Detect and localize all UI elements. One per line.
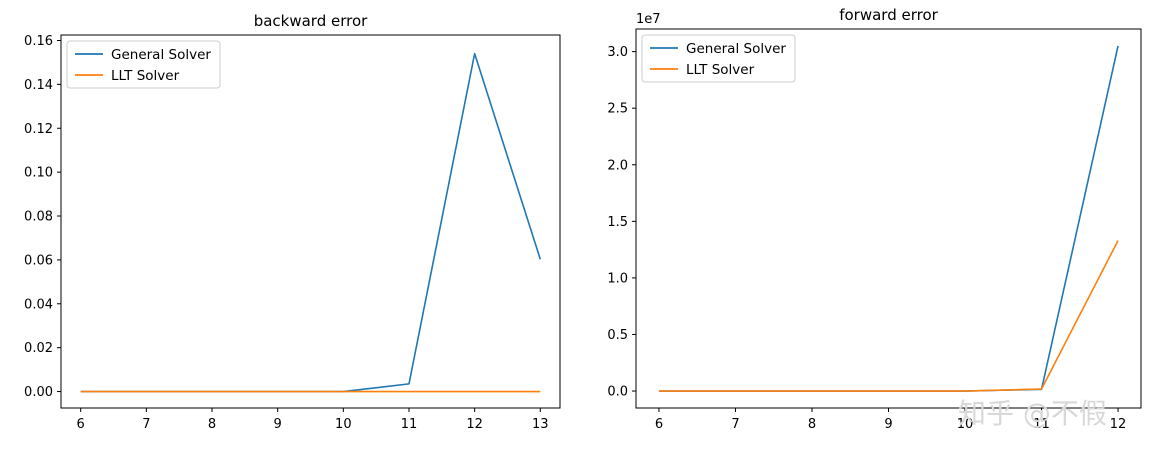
- y-tick-label: 0.04: [24, 297, 53, 312]
- y-tick-label: 3.0: [607, 45, 628, 60]
- legend-box: [641, 34, 796, 83]
- x-tick-label: 12: [1110, 417, 1127, 432]
- legend-label-0: General Solver: [686, 41, 786, 57]
- y-tick-label: 1.5: [607, 215, 628, 230]
- x-tick-label: 7: [142, 417, 150, 432]
- forward-error-chart: forward error 1e7 6 7 8 9 10 11 12 0.0 0.5 1.0 1.5 2.…: [607, 6, 1142, 432]
- legend-label-1: LLT Solver: [111, 68, 180, 84]
- y-tick-label: 0.14: [24, 78, 53, 93]
- y-tick-label: 0.5: [607, 328, 628, 343]
- y-tick-label: 2.5: [607, 102, 628, 117]
- x-tick-label: 6: [655, 417, 663, 432]
- legend-label-0: General Solver: [111, 47, 211, 63]
- y-tick-label: 0.06: [24, 253, 53, 268]
- chart-title: forward error: [839, 6, 938, 24]
- y-tick-label: 2.0: [607, 158, 628, 173]
- legend-label-1: LLT Solver: [686, 62, 755, 78]
- x-tick-label: 8: [808, 417, 816, 432]
- y-tick-label: 0.12: [24, 122, 53, 137]
- y-tick-label: 1.0: [607, 271, 628, 286]
- x-tick-label: 6: [77, 417, 85, 432]
- legend-box: [66, 40, 221, 89]
- y-tick-label: 0.0: [607, 385, 628, 400]
- y-tick-label: 0.16: [24, 34, 53, 49]
- x-tick-label: 11: [1033, 417, 1050, 432]
- x-tick-label: 8: [208, 417, 216, 432]
- y-tick-label: 0.02: [24, 341, 53, 356]
- series-line-0: [80, 52, 542, 393]
- watermark: 知乎 @不假: [958, 397, 1107, 430]
- plot-frame: [635, 28, 1142, 409]
- x-tick-label: 10: [335, 417, 352, 432]
- y-tick-label: 0.10: [24, 166, 53, 181]
- x-tick-label: 10: [957, 417, 974, 432]
- x-tick-label: 9: [884, 417, 892, 432]
- plot-frame: [60, 34, 561, 409]
- x-tick-label: 13: [532, 417, 549, 432]
- chart-title: backward error: [254, 12, 368, 30]
- y-offset-label: 1e7: [636, 12, 661, 27]
- x-tick-label: 9: [274, 417, 282, 432]
- x-tick-label: 7: [731, 417, 739, 432]
- series-line-0: [658, 45, 1119, 392]
- x-tick-label: 12: [466, 417, 483, 432]
- series-line-1: [658, 240, 1119, 392]
- y-tick-label: 0.00: [24, 385, 53, 400]
- y-tick-label: 0.08: [24, 210, 53, 225]
- x-tick-label: 11: [401, 417, 418, 432]
- backward-error-chart: backward error 6 7 8 9 10 11 12 13 0.00 0.02 0.04 0.…: [24, 12, 561, 432]
